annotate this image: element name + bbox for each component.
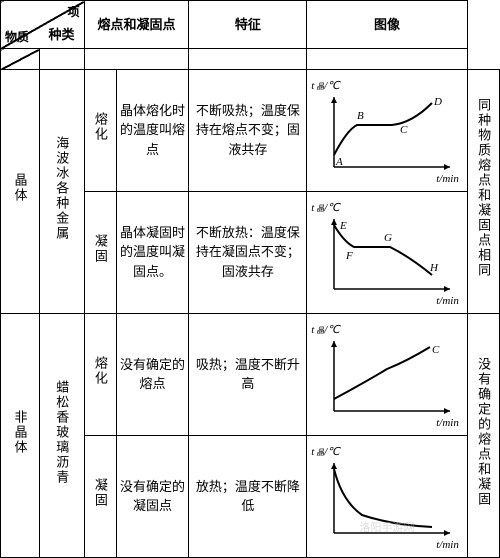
header-side: [467, 1, 499, 49]
svg-text:C: C: [400, 124, 408, 136]
physics-table: 项 物质 熔点和凝固点 特征 图像 种类 晶体 海波冰各种金属 熔化 晶体熔化时…: [0, 0, 500, 558]
crystal-melt-def: 晶体熔化时的温度叫熔点: [116, 69, 189, 191]
diag-bottom: 物质: [5, 28, 29, 46]
svg-text:B: B: [357, 110, 364, 122]
crystal-name: 晶体: [1, 69, 40, 313]
noncrystal-melt-def: 没有确定的熔点: [116, 313, 189, 435]
crystal-melt-graph: t 晶/℃ A B C D t/min: [307, 69, 468, 191]
header-mp: 熔点和凝固点: [84, 1, 189, 49]
noncrystal-types: 蜡松香玻璃沥青: [39, 313, 84, 557]
crystal-side: 同种物质熔点和凝固点相同: [467, 69, 499, 313]
svg-text:A: A: [335, 156, 343, 168]
crystal-solid-feature: 不断放热：温度保持在凝固点不变；固液共存: [189, 191, 307, 313]
header-image: 图像: [307, 1, 468, 49]
noncrystal-solid-proc: 凝固: [84, 435, 116, 557]
svg-text:C: C: [432, 344, 440, 356]
crystal-solid-graph: t 晶/℃ E F G H t/min: [307, 191, 468, 313]
crystal-solid-def: 晶体凝固时的温度叫凝固点。: [116, 191, 189, 313]
crystal-melt-proc: 熔化: [84, 69, 116, 191]
noncrystal-solid-feature: 放热；温度不断降低: [189, 435, 307, 557]
header-feature: 特征: [189, 1, 307, 49]
svg-text:H: H: [429, 262, 439, 274]
header-type: 种类: [39, 49, 84, 70]
noncrystal-name: 非晶体: [1, 313, 40, 557]
svg-text:G: G: [384, 232, 392, 244]
noncrystal-melt-feature: 吸热；温度不断升高: [189, 313, 307, 435]
noncrystal-melt-graph: t 晶/℃ C t/min: [307, 313, 468, 435]
noncrystal-side: 没有确定的熔点和凝固: [467, 313, 499, 557]
crystal-solid-proc: 凝固: [84, 191, 116, 313]
noncrystal-solid-graph: t 晶/℃ t/min 洛阳手游网: [307, 435, 468, 557]
noncrystal-solid-def: 没有确定的凝固点: [116, 435, 189, 557]
crystal-melt-feature: 不断吸热；温度保持在熔点不变；固液共存: [189, 69, 307, 191]
crystal-types: 海波冰各种金属: [39, 69, 84, 313]
noncrystal-melt-proc: 熔化: [84, 313, 116, 435]
svg-text:D: D: [433, 96, 442, 108]
svg-text:F: F: [345, 250, 353, 262]
diag-top: 项: [68, 3, 80, 21]
svg-text:E: E: [339, 220, 347, 232]
